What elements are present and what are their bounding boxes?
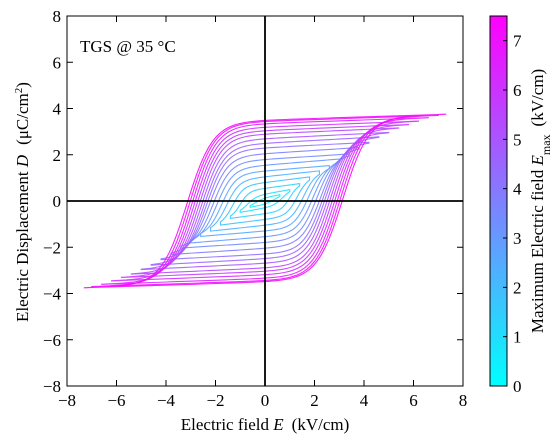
colorbar-ticks: 0 1 2 3 4 5 6 7 <box>503 32 522 396</box>
colorbar-tick-label: 7 <box>513 32 522 51</box>
hysteresis-loop <box>140 131 390 271</box>
hysteresis-loop <box>83 113 447 289</box>
colorbar-tick-label: 3 <box>513 229 522 248</box>
y-tick-label: −4 <box>43 285 62 304</box>
hysteresis-loop <box>111 120 419 282</box>
hysteresis-loop <box>210 170 320 232</box>
x-axis-label: Electric field E (kV/cm) <box>181 415 350 434</box>
x-axis-ticks: −8 −6 −4 −2 0 2 4 6 8 <box>58 16 467 410</box>
hysteresis-loops <box>83 113 447 289</box>
hysteresis-loop <box>200 165 330 237</box>
hysteresis-loop <box>101 117 429 285</box>
y-tick-label: 2 <box>53 146 62 165</box>
y-tick-label: −2 <box>43 238 61 257</box>
x-tick-label: −4 <box>157 391 176 410</box>
x-tick-label: 2 <box>310 391 319 410</box>
hysteresis-loop <box>190 158 340 244</box>
x-tick-label: 4 <box>360 391 369 410</box>
colorbar-tick-label: 1 <box>513 328 522 347</box>
hysteresis-loop <box>91 114 439 288</box>
hysteresis-loop <box>120 123 410 279</box>
hysteresis-loop <box>229 182 301 220</box>
colorbar-tick-label: 4 <box>513 180 522 199</box>
y-axis-ticks: −8 −6 −4 −2 0 2 4 6 8 <box>43 7 463 396</box>
colorbar-tick-label: 5 <box>513 130 522 149</box>
x-tick-label: −6 <box>107 391 125 410</box>
colorbar-tick-label: 6 <box>513 81 522 100</box>
colorbar-tick-label: 0 <box>513 377 522 396</box>
x-tick-label: 8 <box>459 391 468 410</box>
x-tick-label: −2 <box>206 391 224 410</box>
x-tick-label: 0 <box>261 391 270 410</box>
colorbar-tick-label: 2 <box>513 278 522 297</box>
y-tick-label: −6 <box>43 331 61 350</box>
y-axis-label: Electric Displacement D(μC/cm2) <box>13 82 32 322</box>
chart-annotation: TGS @ 35 °C <box>80 37 176 56</box>
hysteresis-loop <box>150 136 380 266</box>
colorbar-label: Maximum Electric field Emax(kV/cm) <box>528 69 553 333</box>
x-tick-label: 6 <box>409 391 418 410</box>
colorbar <box>489 15 508 387</box>
y-tick-label: −8 <box>43 377 61 396</box>
y-tick-label: 8 <box>53 7 62 26</box>
y-tick-label: 6 <box>53 53 62 72</box>
x-tick-label: −8 <box>58 391 76 410</box>
hysteresis-loop <box>219 176 311 226</box>
y-tick-label: 4 <box>53 100 62 119</box>
y-tick-label: 0 <box>53 192 62 211</box>
hysteresis-loop <box>239 188 291 214</box>
hysteresis-loop <box>160 141 370 261</box>
hysteresis-loop <box>130 127 400 275</box>
